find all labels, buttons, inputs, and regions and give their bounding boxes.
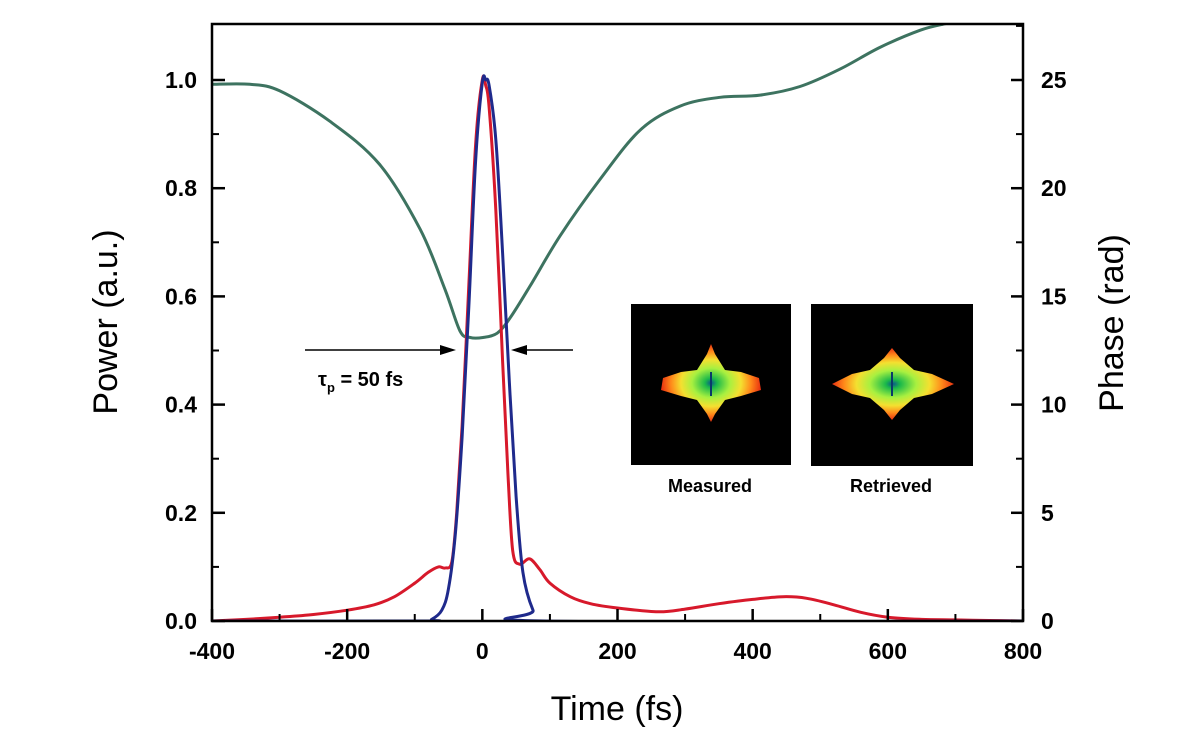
inset-measured-blob	[661, 344, 761, 422]
y-axis-title: Power (a.u.)	[87, 229, 125, 414]
inset-retrieved-label: Retrieved	[850, 476, 932, 496]
x-axis-title: Time (fs)	[551, 690, 684, 728]
inset-retrieved: Retrieved	[811, 304, 973, 496]
fwhm-label-sub: p	[327, 380, 335, 395]
x-tick-label: 800	[1004, 638, 1042, 664]
fwhm-label: τp = 50 fs	[318, 369, 403, 395]
series-line-retrieved-power	[212, 74, 1023, 621]
y-tick-label: 0.2	[165, 500, 197, 526]
x-tick-label: 600	[869, 638, 907, 664]
y-tick-label: 0.6	[165, 283, 197, 309]
y-tick-label: 1.0	[165, 67, 197, 93]
x-tick-label: 200	[598, 638, 636, 664]
x-tick-label: -400	[189, 638, 235, 664]
y2-tick-label: 10	[1041, 392, 1067, 418]
series-layer	[212, 24, 1023, 621]
fwhm-arrowhead-right	[511, 345, 527, 355]
series-line-phase	[212, 24, 947, 340]
x-tick-label: 0	[476, 638, 489, 664]
series-line-measured-power	[212, 74, 1023, 621]
y-axis-left: 0.0 0.2 0.4 0.6 0.8 1.0	[165, 67, 225, 634]
y-axis-right: 0 5 10 15 20 25	[1011, 24, 1067, 634]
fwhm-label-tau: τ	[318, 369, 327, 391]
fwhm-label-value: = 50 fs	[335, 369, 403, 391]
y2-axis-title: Phase (rad)	[1093, 234, 1131, 412]
y2-tick-label: 25	[1041, 67, 1067, 93]
fwhm-arrowhead-left	[440, 345, 456, 355]
y-tick-label: 0.4	[165, 392, 197, 418]
y2-tick-label: 20	[1041, 175, 1067, 201]
y-tick-label: 0.0	[165, 608, 197, 634]
x-tick-label: -200	[324, 638, 370, 664]
y2-tick-label: 15	[1041, 283, 1067, 309]
y2-tick-label: 5	[1041, 500, 1054, 526]
y2-tick-label: 0	[1041, 608, 1054, 634]
inset-retrieved-blob	[832, 348, 954, 420]
inset-measured: Measured	[631, 304, 791, 496]
fwhm-annotation: τp = 50 fs	[305, 345, 573, 395]
x-tick-label: 400	[733, 638, 771, 664]
x-axis: -400 -200 0 200 400 600 800	[189, 609, 1042, 664]
y-tick-label: 0.8	[165, 175, 197, 201]
inset-measured-label: Measured	[668, 476, 752, 496]
